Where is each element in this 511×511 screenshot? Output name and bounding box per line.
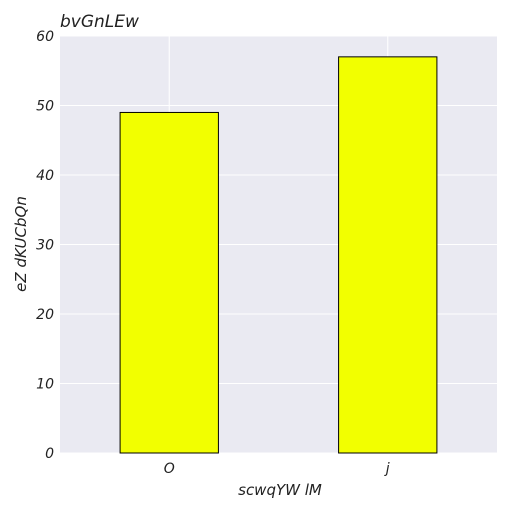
y-tick-label: 60 [36,29,54,45]
y-tick-label: 0 [45,446,54,462]
bar-j [338,56,438,454]
bars [119,56,438,454]
y-tick-label: 40 [36,168,54,184]
x-tick-label: j [384,461,390,477]
bar-O [119,111,219,454]
chart-title: bvGnLEw [60,12,139,32]
y-tick-label: 10 [36,377,54,393]
y-tick-label: 30 [36,238,54,254]
y-axis-label: eZ dKUCbQn [12,196,30,292]
x-axis-label: scwqYW lM [238,481,322,499]
y-tick-label: 50 [36,99,54,115]
y-axis-ticks: 0 10 20 30 40 50 60 [36,29,54,462]
x-tick-label: O [164,461,175,477]
y-tick-label: 20 [36,307,54,323]
